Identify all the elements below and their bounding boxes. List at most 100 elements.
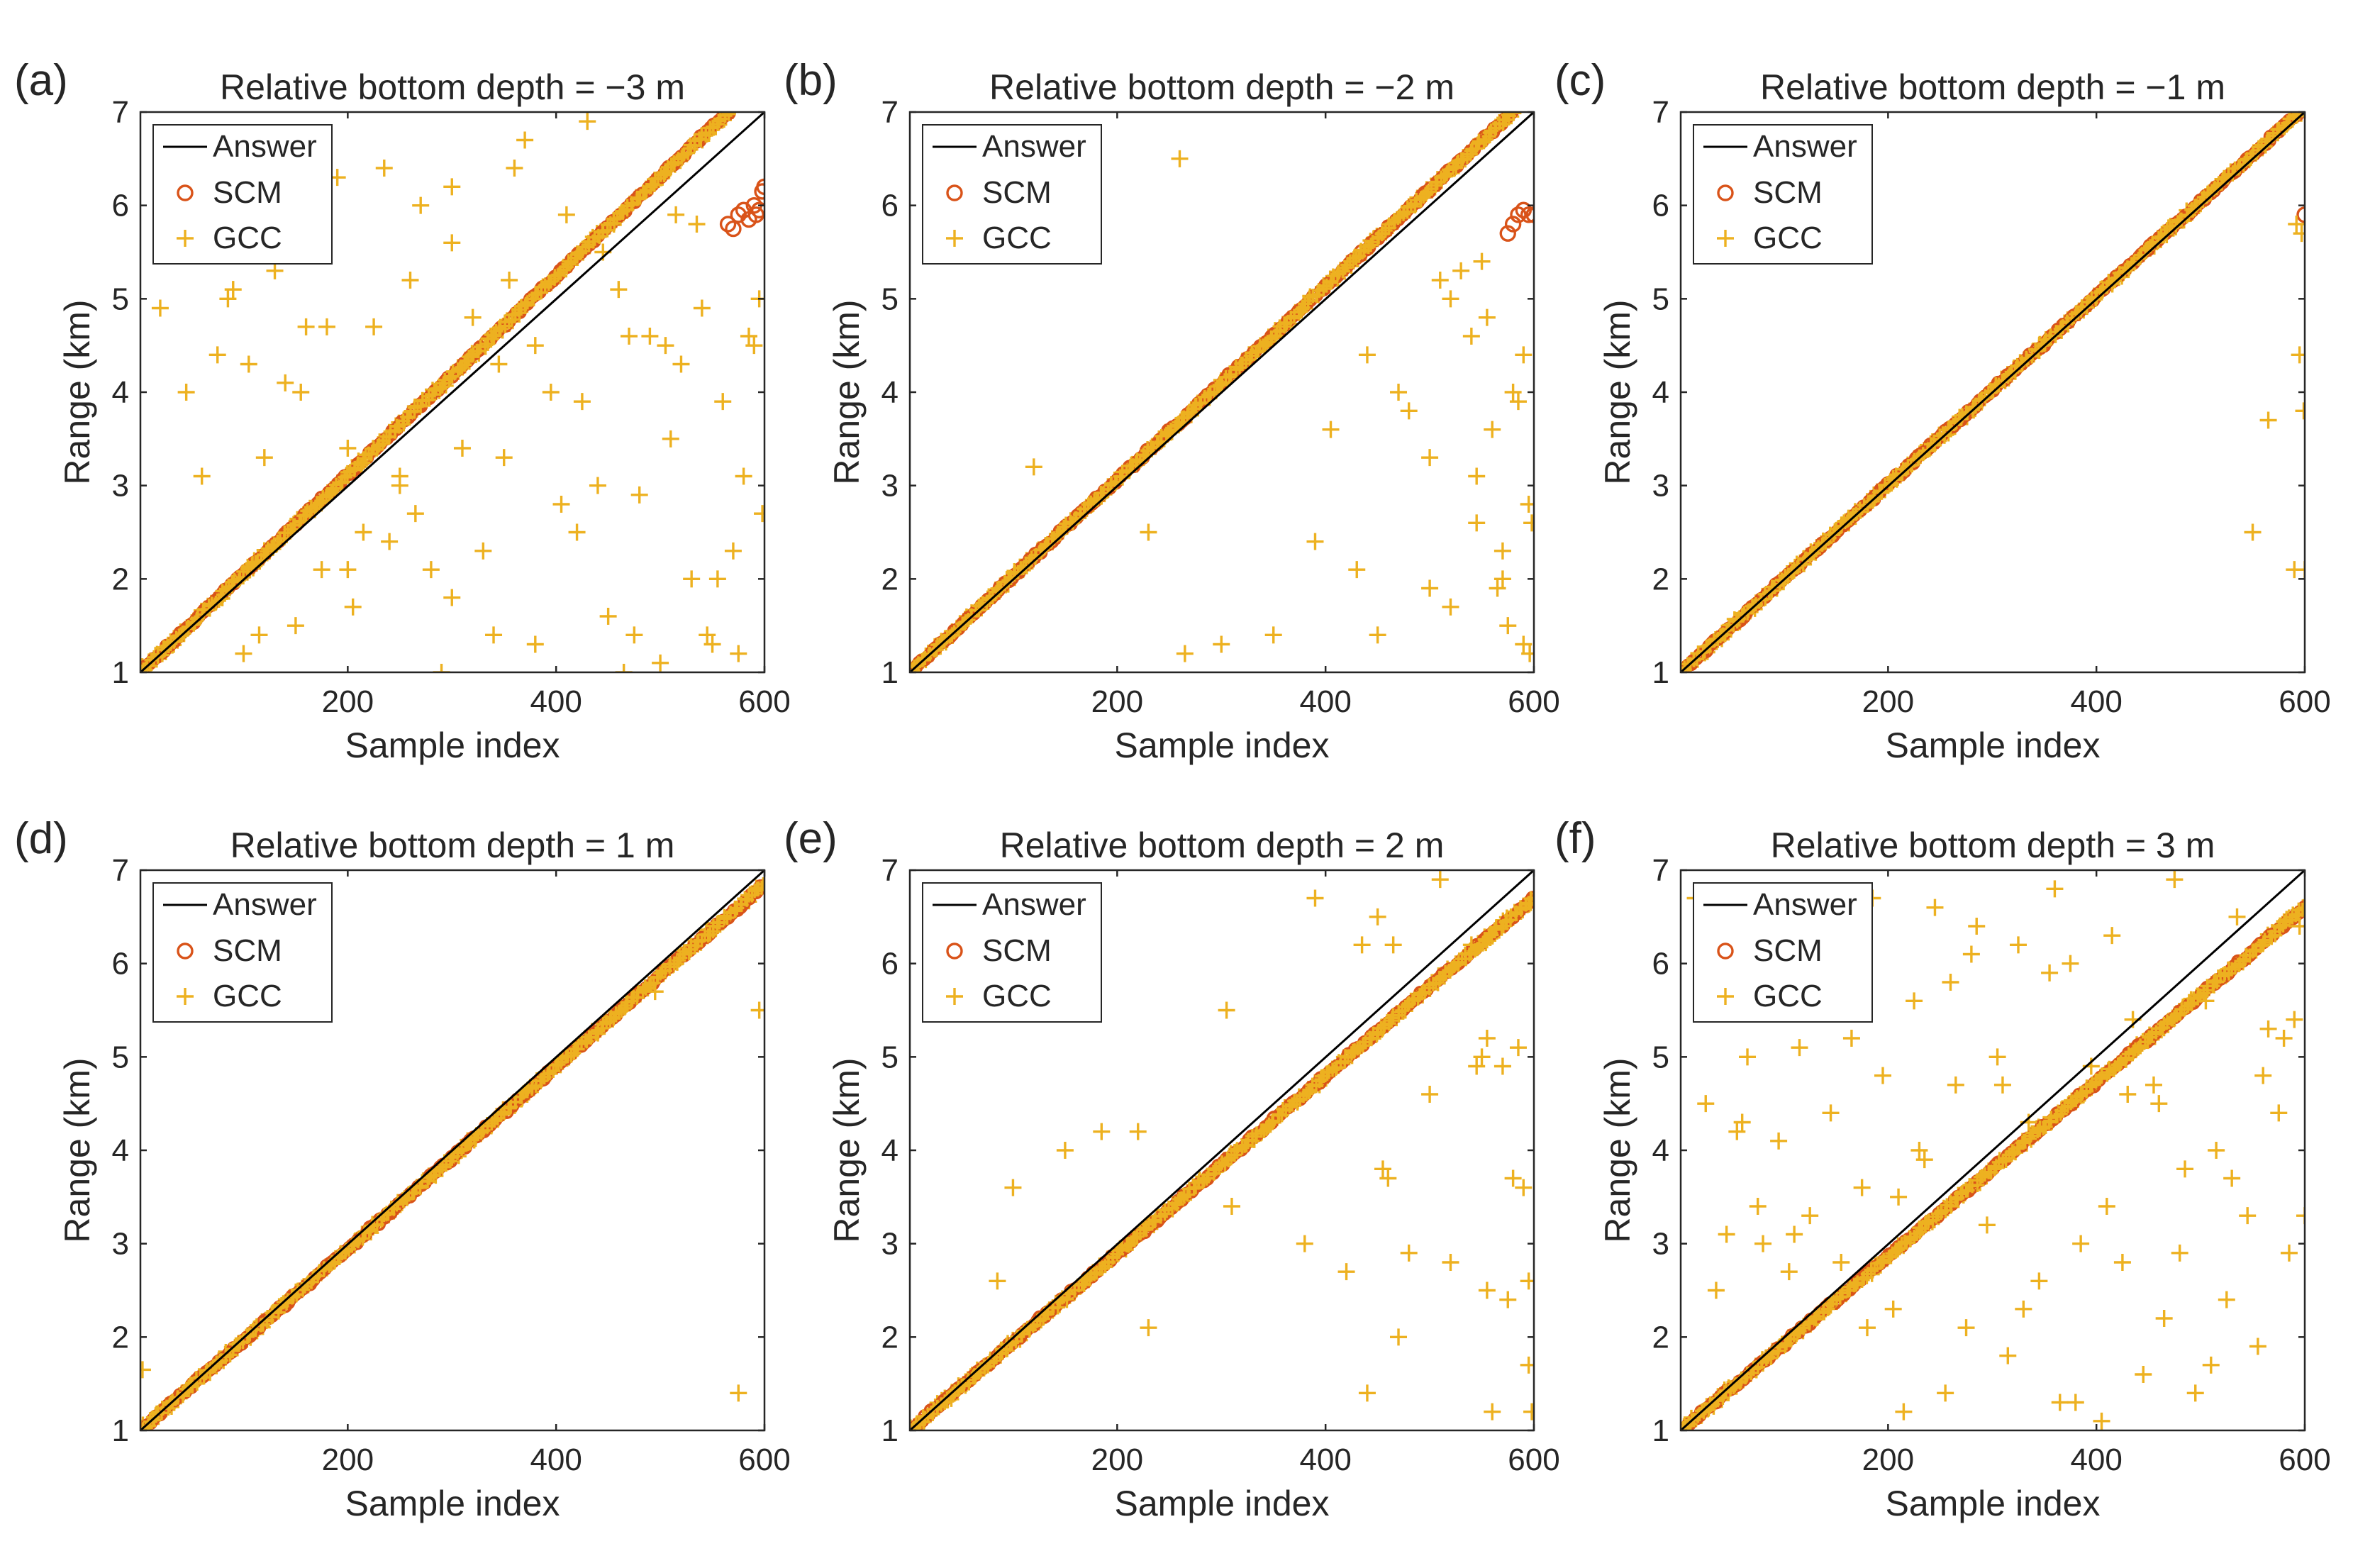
y-tick-label: 4: [1652, 375, 1669, 410]
gcc-trend-point: [1176, 1189, 1191, 1204]
y-axis-label: Range (km): [57, 1057, 97, 1242]
gcc-outlier-point: [1468, 1057, 1486, 1075]
gcc-outlier-point: [657, 337, 674, 355]
gcc-outlier-point: [735, 467, 752, 485]
scm-extra-point: [1510, 206, 1527, 223]
gcc-outlier-point: [1520, 1272, 1534, 1290]
answer-line: [910, 870, 1534, 1430]
gcc-trend-point: [699, 128, 713, 143]
legend-scm-swatch: [946, 184, 963, 201]
gcc-outlier-point: [313, 561, 330, 579]
scm-extra-point: [1520, 206, 1534, 223]
legend-gcc-swatch: [177, 230, 194, 247]
gcc-trend-point: [354, 457, 369, 472]
gcc-outlier-point: [1431, 272, 1449, 289]
gcc-outlier-point: [1218, 1001, 1235, 1019]
legend-gcc-swatch: [946, 988, 963, 1005]
gcc-outlier-point: [1523, 1403, 1534, 1420]
gcc-outlier-point: [1369, 908, 1386, 925]
gcc-outlier-point: [1358, 1384, 1376, 1402]
gcc-outlier-point: [506, 160, 523, 177]
gcc-outlier-point: [2291, 346, 2305, 364]
y-tick-label: 2: [881, 562, 899, 596]
gcc-outlier-point: [140, 1361, 151, 1379]
gcc-outlier-point: [401, 272, 419, 289]
x-tick-label: 200: [1091, 684, 1143, 719]
gcc-outlier-point: [495, 449, 513, 467]
gcc-outlier-point: [573, 393, 591, 411]
gcc-outlier-point: [589, 477, 606, 494]
x-tick-label: 600: [2279, 684, 2330, 719]
gcc-outlier-point: [1462, 936, 1480, 954]
panel-label: (d): [14, 814, 68, 863]
gcc-outlier-point: [2293, 225, 2305, 243]
y-tick-label: 2: [1652, 562, 1669, 596]
gcc-outlier-point: [2295, 402, 2305, 420]
gcc-trend-point: [973, 599, 988, 613]
gcc-outlier-point: [344, 598, 362, 616]
gcc-outlier-point: [754, 505, 764, 523]
y-axis-label: Range (km): [57, 299, 97, 484]
y-tick-label: 1: [881, 655, 899, 690]
gcc-trend-point: [518, 298, 533, 313]
scm-extra-point: [730, 206, 747, 223]
gcc-outlier-point: [208, 346, 226, 364]
gcc-outlier-point: [1400, 1244, 1418, 1262]
y-tick-label: 3: [112, 1227, 129, 1262]
gcc-outlier-point: [1515, 346, 1532, 364]
gcc-outlier-point: [443, 234, 461, 252]
y-tick-label: 7: [112, 853, 129, 888]
gcc-outlier-point: [474, 542, 492, 560]
legend-label: Answer: [982, 129, 1086, 164]
gcc-trend-point: [1864, 1264, 1879, 1279]
gcc-outlier-point: [1484, 1403, 1501, 1420]
gcc-outlier-point: [599, 608, 617, 625]
legend-box: [152, 124, 333, 265]
gcc-outlier-point: [652, 654, 669, 672]
gcc-outlier-point: [485, 626, 503, 644]
gcc-outlier-point: [422, 561, 440, 579]
gcc-outlier-point: [724, 542, 742, 560]
x-axis-label: Sample index: [1115, 725, 1330, 765]
panel-label: (c): [1554, 56, 1606, 105]
gcc-outlier-point: [621, 328, 638, 345]
y-tick-label: 3: [881, 469, 899, 504]
gcc-outlier-point: [579, 113, 596, 130]
gcc-outlier-point: [1337, 1263, 1355, 1281]
x-tick-label: 400: [530, 1442, 582, 1477]
legend-scm-swatch: [177, 184, 194, 201]
legend-box: [1693, 124, 1873, 265]
gcc-outlier-point: [1421, 579, 1439, 597]
gcc-outlier-point: [683, 570, 701, 588]
y-tick-label: 1: [1652, 655, 1669, 690]
x-tick-label: 600: [1508, 684, 1559, 719]
gcc-outlier-point: [1369, 626, 1386, 644]
y-axis-label: Range (km): [1598, 299, 1637, 484]
gcc-outlier-point: [1489, 579, 1506, 597]
gcc-outlier-point: [1223, 1198, 1240, 1215]
gcc-trend-point: [717, 908, 732, 923]
legend-gcc-swatch: [946, 230, 963, 247]
gcc-outlier-point: [730, 1384, 747, 1402]
gcc-outlier-point: [1129, 1123, 1147, 1140]
answer-line: [1681, 112, 2305, 672]
y-tick-label: 3: [1652, 469, 1669, 504]
gcc-outlier-point: [708, 570, 726, 588]
gcc-outlier-point: [1353, 936, 1371, 954]
gcc-outlier-point: [625, 626, 643, 644]
gcc-outlier-point: [1442, 290, 1459, 308]
y-tick-label: 6: [881, 189, 899, 223]
gcc-outlier-point: [1056, 1142, 1074, 1159]
gcc-outlier-point: [1442, 1254, 1459, 1271]
gcc-trend-point: [1227, 1143, 1242, 1158]
gcc-trend-point: [1479, 132, 1493, 147]
x-tick-label: 400: [530, 684, 582, 719]
gcc-outlier-point: [1484, 421, 1501, 438]
gcc-outlier-point: [750, 1001, 764, 1019]
gcc-outlier-point: [177, 384, 195, 401]
gcc-outlier-point: [1523, 514, 1534, 532]
